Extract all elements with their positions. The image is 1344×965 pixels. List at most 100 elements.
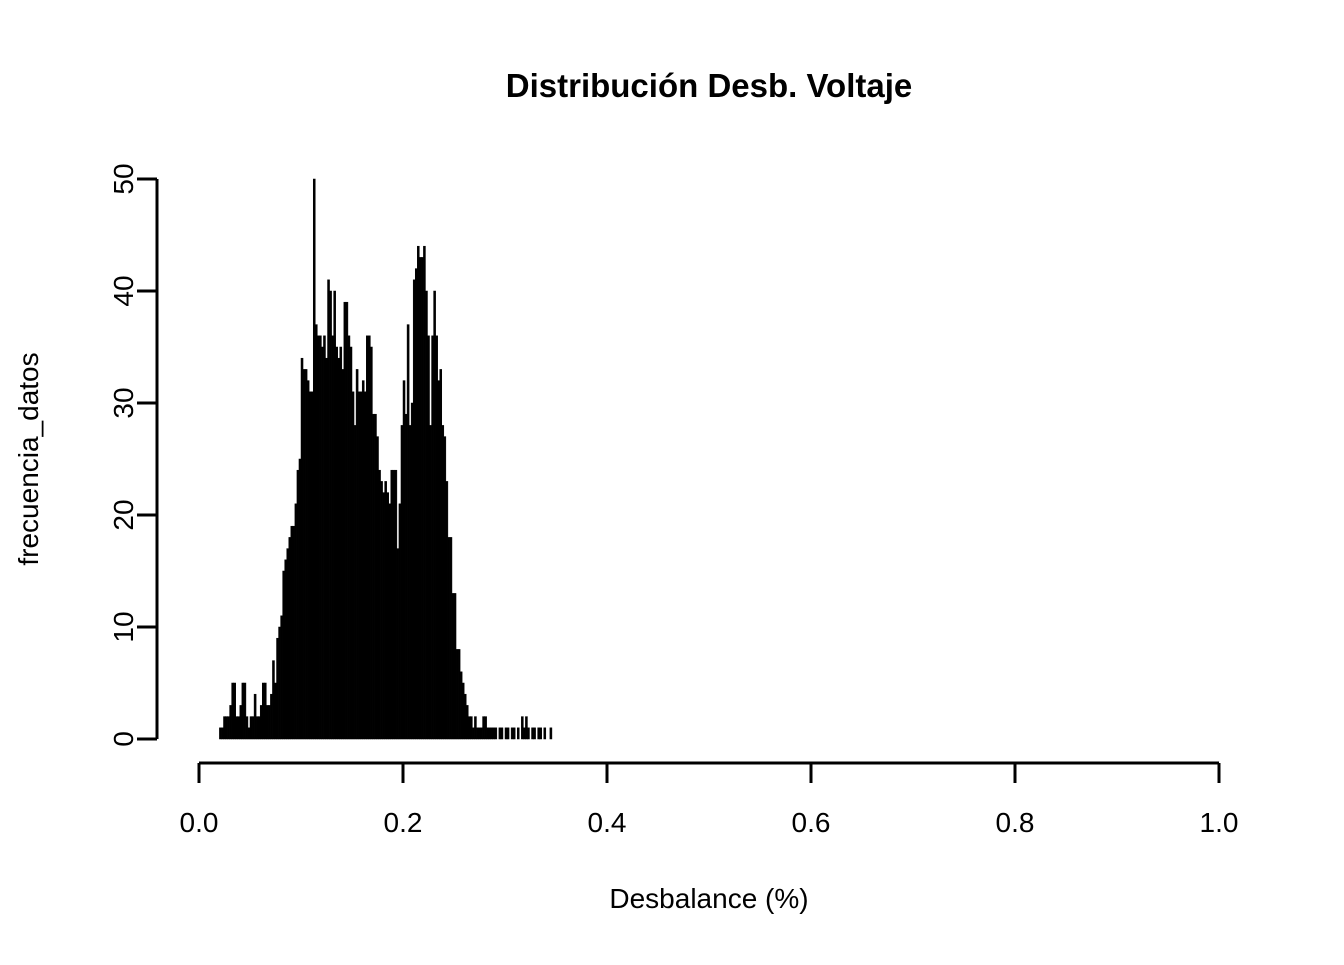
histogram-bar [302,369,306,740]
histogram-bar [465,705,469,740]
histogram-bar [398,503,402,740]
histogram-bar [241,682,245,740]
histogram-bar [439,369,443,740]
y-tick-label: 50 [108,163,139,194]
histogram-bar [370,346,373,740]
histogram-bar [388,503,392,740]
histogram-bar [227,716,230,740]
histogram-bar [414,268,418,740]
histogram-bar [423,245,426,740]
histogram-bar [264,682,267,740]
histogram-bar [282,570,285,740]
histogram-bar [243,682,247,740]
histogram-bar [429,425,432,740]
histogram-bar [310,391,314,740]
histogram-bar [345,301,349,740]
histogram-bar [425,290,428,740]
histogram-bar [266,705,269,740]
histogram-bar [325,357,328,740]
histogram-bar [472,727,475,740]
histogram-bar [237,716,241,740]
histogram-bar [437,380,440,740]
histogram-bar [347,335,351,740]
histogram-bar [531,727,534,740]
histogram-bar [396,548,400,740]
histogram-bar [221,727,224,740]
histogram-bar [537,727,540,740]
histogram-bar [512,727,516,740]
histogram-bar [317,335,320,740]
histogram-bar [488,727,491,740]
histogram-bar [449,537,453,740]
histogram-bar [394,469,398,740]
x-tick-label: 0.2 [384,807,423,838]
x-tick-label: 1.0 [1200,807,1239,838]
histogram-bar [270,693,273,740]
histogram-bar [549,727,553,740]
histogram-bar [527,727,530,740]
histogram-bar [274,682,277,740]
histogram-bar [390,469,394,740]
histogram-bar [231,682,234,740]
x-axis-title: Desbalance (%) [609,883,808,914]
histogram-bar [308,391,312,740]
histogram-bar [337,357,341,740]
histogram-bar [376,436,379,740]
histogram-bar [306,380,310,740]
histogram-bar [478,727,481,740]
histogram-bar [480,727,483,740]
histogram-bar [292,525,296,740]
histogram-bar [286,548,290,740]
histogram-bar [219,727,222,740]
histogram-bar [351,391,355,740]
histogram-bar [247,727,251,740]
histogram-bar [374,413,377,740]
histogram-bar [412,279,416,740]
histogram-bar [296,469,300,740]
histogram-bar [294,503,298,740]
histogram-bar [339,346,343,740]
histogram-bar [384,481,387,740]
histogram-bar [484,716,487,740]
histogram-bar [533,727,536,740]
histogram-bar [539,727,542,740]
histogram-bar [402,380,406,740]
histogram-bar [331,335,334,740]
histogram-bar [427,335,430,740]
histogram-bar [280,615,283,740]
x-tick-label: 0.4 [588,807,627,838]
histogram-bar [249,716,253,740]
x-tick-label: 0.8 [996,807,1035,838]
histogram-bar [510,727,514,740]
histogram-bar [235,716,239,740]
histogram-bar [341,369,345,740]
histogram-bar [445,481,449,740]
histogram-bars [219,178,553,740]
histogram-bar [239,705,243,740]
histogram-bar [319,335,322,740]
histogram-bar [251,716,255,740]
histogram-bar [323,335,326,740]
histogram-bar [245,716,249,740]
histogram-bar [304,369,308,740]
histogram-bar [419,257,422,740]
y-tick-label: 40 [108,275,139,306]
histogram-bar [451,593,455,740]
histogram-bar [372,413,375,740]
histogram-bar [335,346,338,740]
histogram-bar [435,335,438,740]
histogram-bar [321,346,324,740]
x-axis: 0.0 0.2 0.4 0.6 0.8 1.0 [180,761,1239,838]
histogram-bar [463,693,467,740]
y-tick-label: 10 [108,611,139,642]
histogram-bar [329,290,332,740]
histogram-bar [455,649,459,740]
y-axis: 0 10 20 30 40 50 [108,163,159,747]
histogram-bar [382,492,385,740]
histogram-bar [300,357,304,740]
histogram-bar [386,492,389,740]
histogram-bar [312,178,316,740]
histogram-bar [290,525,294,740]
histogram-bar [474,716,477,740]
histogram-bar [278,626,281,740]
